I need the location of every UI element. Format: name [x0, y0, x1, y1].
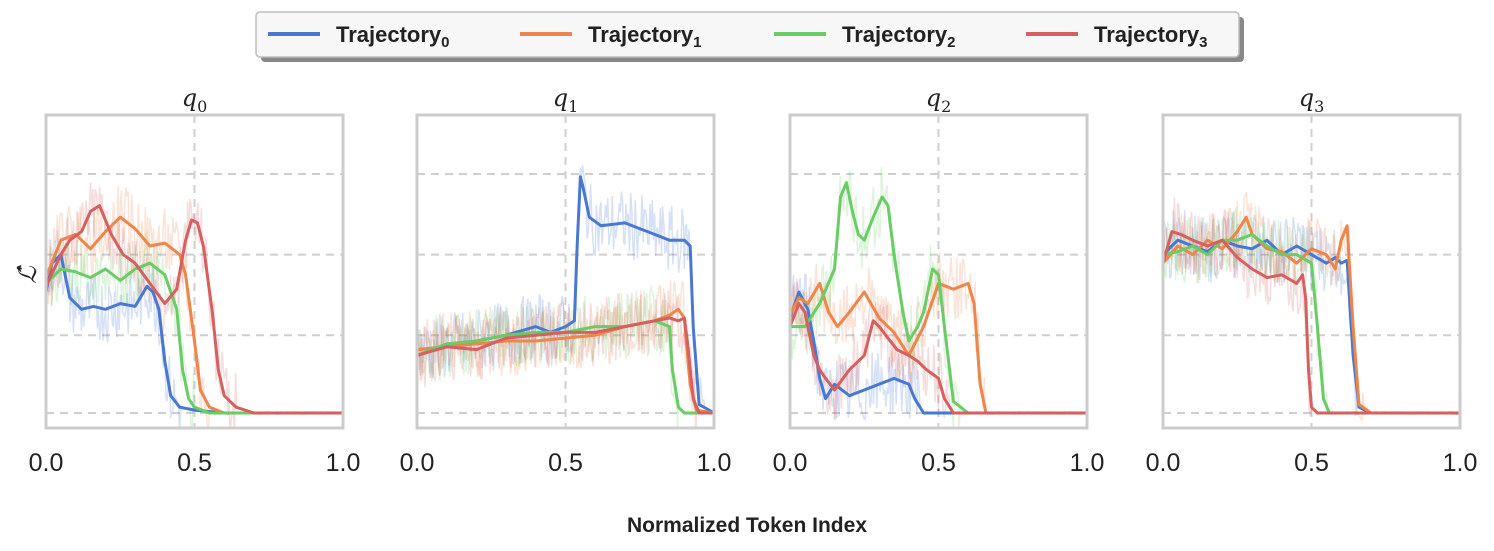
series-line-trajectory0 [46, 253, 343, 415]
series-lines [1163, 191, 1460, 422]
x-tick-label: 0.5 [177, 449, 212, 477]
series-line-trajectory1 [790, 281, 1087, 415]
legend-entry: Trajectory2 [774, 22, 956, 51]
series-lines [417, 165, 714, 428]
panel-title: q3 [1299, 84, 1325, 116]
series-line-trajectory3 [1163, 230, 1460, 415]
panel-title: q2 [926, 84, 952, 116]
legend-entries: Trajectory0 Trajectory1 Trajectory2 Traject… [268, 22, 1208, 51]
gridlines [46, 115, 343, 428]
series-line-trajectory3 [46, 204, 343, 415]
series-line-trajectory3 [417, 316, 714, 415]
panel-q3: q3 0.0 0.5 1.0 [1146, 84, 1478, 477]
x-tick-label: 0.0 [773, 449, 808, 477]
gridlines [417, 115, 714, 428]
x-axis-label: Normalized Token Index [627, 514, 867, 537]
legend-label: Trajectory1 [588, 22, 702, 51]
legend-label: Trajectory0 [336, 22, 450, 51]
x-tick-label: 1.0 [697, 449, 732, 477]
panel-title: q0 [182, 84, 208, 116]
series-line-trajectory2 [1163, 232, 1460, 415]
x-tick-label: 1.0 [1443, 449, 1478, 477]
legend-label: Trajectory3 [1094, 22, 1208, 51]
plot-frame [1161, 113, 1462, 430]
panel-q1: q1 0.0 0.5 1.0 [400, 84, 732, 477]
series-line-trajectory2 [790, 181, 1087, 415]
legend-label: Trajectory2 [842, 22, 956, 51]
series-line-trajectory3 [790, 302, 1087, 415]
series-line-trajectory1 [46, 215, 343, 415]
legend-entry: Trajectory0 [268, 22, 450, 51]
plot-frame [415, 113, 716, 430]
series-lines [46, 182, 343, 428]
series-line-trajectory0 [417, 175, 714, 415]
x-tick-label: 1.0 [326, 449, 361, 477]
series-noise [417, 165, 714, 415]
series-lines [790, 167, 1087, 428]
x-tick-label: 0.0 [400, 449, 435, 477]
series-line-trajectory2 [417, 319, 714, 415]
x-tick-label: 0.5 [921, 449, 956, 477]
x-tick-label: 0.0 [1146, 449, 1181, 477]
series-noise [417, 280, 714, 417]
series-line-trajectory0 [1163, 238, 1460, 415]
series-line-trajectory0 [790, 290, 1087, 415]
panel-title: q1 [553, 84, 579, 116]
plot-frame [44, 113, 345, 430]
legend-entry: Trajectory1 [520, 22, 702, 51]
legend-box [255, 11, 1240, 58]
panel-q0: q0 0.0 0.5 1.0 [29, 84, 361, 477]
plot-frame [788, 113, 1089, 430]
x-tick-label: 0.5 [1294, 449, 1329, 477]
y-axis-label: ℒ̂ [14, 264, 42, 283]
gridlines [790, 115, 1087, 428]
x-tick-label: 0.0 [29, 449, 64, 477]
legend-entry: Trajectory3 [1026, 22, 1208, 51]
panel-q2: q2 0.0 0.5 1.0 [773, 84, 1105, 477]
series-line-trajectory2 [46, 261, 343, 415]
x-tick-label: 0.5 [548, 449, 583, 477]
panels: q0 0.0 0.5 1.0 q1 0.0 0.5 1.0 q2 0.0 0.5 1.0 q3 0.0 0.… [29, 84, 1478, 477]
x-tick-label: 1.0 [1070, 449, 1105, 477]
legend: Trajectory0 Trajectory1 Trajectory2 Traject… [255, 11, 1244, 62]
series-line-trajectory1 [1163, 215, 1460, 415]
